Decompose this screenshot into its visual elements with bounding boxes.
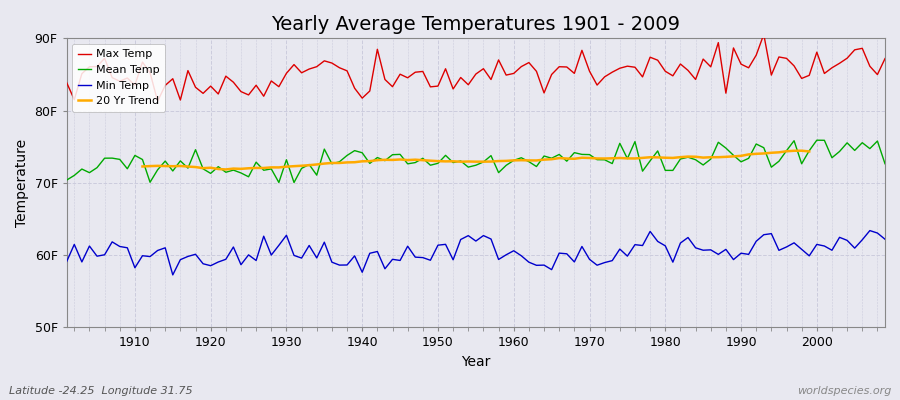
Mean Temp: [508, 158, 519, 163]
Min Temp: [167, 272, 178, 277]
Max Temp: [508, 71, 519, 76]
Min Temp: [864, 228, 875, 233]
Max Temp: [516, 64, 526, 69]
Legend: Max Temp, Mean Temp, Min Temp, 20 Yr Trend: Max Temp, Mean Temp, Min Temp, 20 Yr Tre…: [72, 44, 165, 112]
Mean Temp: [61, 178, 72, 182]
Line: 20 Yr Trend: 20 Yr Trend: [142, 151, 809, 170]
Min Temp: [879, 237, 890, 242]
Min Temp: [342, 262, 353, 267]
20 Yr Trend: [220, 167, 231, 172]
Min Temp: [607, 258, 617, 263]
Text: worldspecies.org: worldspecies.org: [796, 386, 891, 396]
Mean Temp: [812, 138, 823, 142]
Max Temp: [122, 76, 132, 80]
20 Yr Trend: [486, 159, 497, 164]
Mean Temp: [296, 166, 307, 171]
20 Yr Trend: [205, 165, 216, 170]
Max Temp: [879, 56, 890, 61]
Max Temp: [342, 68, 353, 73]
Title: Yearly Average Temperatures 1901 - 2009: Yearly Average Temperatures 1901 - 2009: [272, 15, 680, 34]
X-axis label: Year: Year: [461, 355, 491, 369]
Text: Latitude -24.25  Longitude 31.75: Latitude -24.25 Longitude 31.75: [9, 386, 193, 396]
Mean Temp: [879, 161, 890, 166]
Min Temp: [516, 253, 526, 258]
Max Temp: [607, 70, 617, 74]
Max Temp: [152, 99, 163, 104]
Mean Temp: [342, 153, 353, 158]
20 Yr Trend: [281, 164, 292, 169]
Min Temp: [296, 256, 307, 260]
Min Temp: [508, 248, 519, 253]
Min Temp: [61, 259, 72, 264]
Line: Mean Temp: Mean Temp: [67, 140, 885, 182]
Mean Temp: [122, 166, 132, 171]
20 Yr Trend: [137, 164, 148, 169]
Mean Temp: [289, 180, 300, 185]
Line: Max Temp: Max Temp: [67, 34, 885, 101]
Mean Temp: [516, 155, 526, 160]
Line: Min Temp: Min Temp: [67, 230, 885, 275]
Min Temp: [122, 245, 132, 250]
Max Temp: [759, 32, 769, 37]
20 Yr Trend: [228, 166, 238, 171]
20 Yr Trend: [804, 149, 814, 154]
Max Temp: [61, 80, 72, 85]
20 Yr Trend: [735, 154, 746, 158]
Y-axis label: Temperature: Temperature: [15, 139, 29, 227]
Mean Temp: [607, 161, 617, 166]
20 Yr Trend: [796, 148, 807, 153]
20 Yr Trend: [402, 158, 413, 162]
Max Temp: [296, 70, 307, 75]
